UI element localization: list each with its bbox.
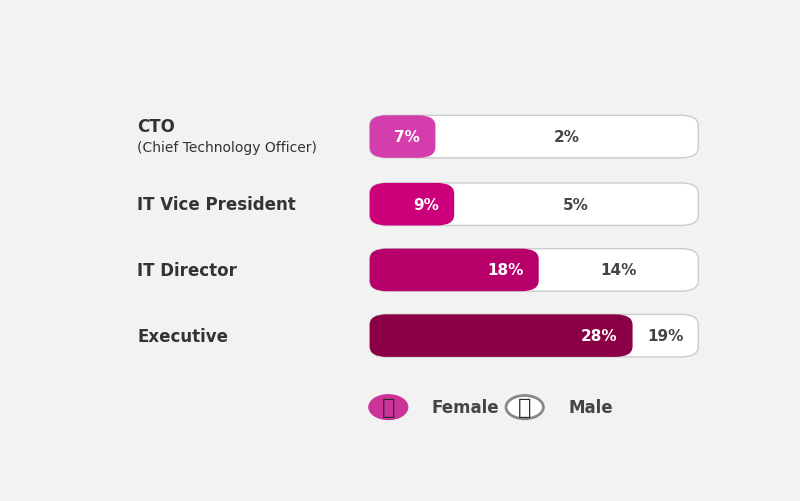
Text: CTO: CTO bbox=[138, 118, 175, 135]
Circle shape bbox=[370, 396, 407, 419]
Text: 7%: 7% bbox=[394, 130, 420, 145]
Text: 9%: 9% bbox=[413, 197, 438, 212]
Text: Executive: Executive bbox=[138, 327, 228, 345]
FancyBboxPatch shape bbox=[370, 315, 633, 357]
FancyBboxPatch shape bbox=[370, 249, 538, 292]
Text: 14%: 14% bbox=[600, 263, 637, 278]
FancyBboxPatch shape bbox=[370, 116, 435, 158]
Text: IT Vice President: IT Vice President bbox=[138, 196, 296, 214]
FancyBboxPatch shape bbox=[370, 315, 698, 357]
FancyBboxPatch shape bbox=[370, 183, 454, 226]
Circle shape bbox=[506, 396, 543, 419]
FancyBboxPatch shape bbox=[370, 249, 698, 292]
Text: 18%: 18% bbox=[487, 263, 523, 278]
Text: IT Director: IT Director bbox=[138, 262, 237, 280]
Text: ⚹: ⚹ bbox=[382, 397, 395, 417]
Text: Male: Male bbox=[568, 398, 613, 416]
Text: Female: Female bbox=[432, 398, 499, 416]
Text: 28%: 28% bbox=[581, 329, 617, 343]
Text: 2%: 2% bbox=[554, 130, 580, 145]
FancyBboxPatch shape bbox=[370, 183, 698, 226]
Text: ⚹: ⚹ bbox=[518, 397, 531, 417]
FancyBboxPatch shape bbox=[370, 116, 698, 158]
Text: (Chief Technology Officer): (Chief Technology Officer) bbox=[138, 141, 317, 155]
Text: 19%: 19% bbox=[647, 329, 684, 343]
Text: 5%: 5% bbox=[563, 197, 589, 212]
